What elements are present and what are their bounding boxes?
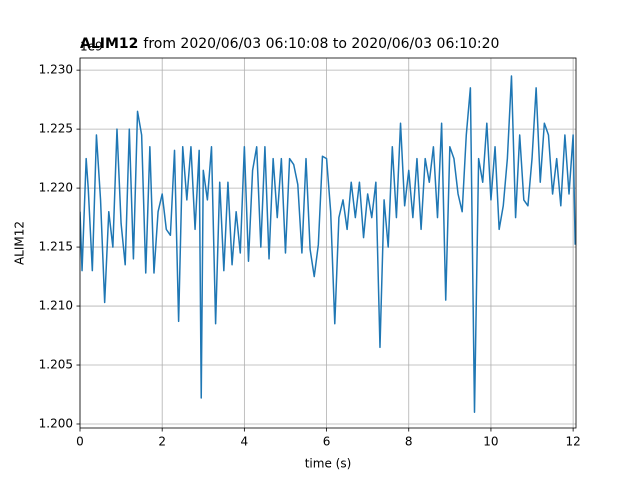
y-tick-label: 1.225 [39,122,73,136]
y-tick-label: 1.205 [39,358,73,372]
x-tick-label: 8 [405,435,413,449]
y-tick-label: 1.230 [39,63,73,77]
x-tick-label: 2 [158,435,166,449]
x-axis-label: time (s) [305,457,352,471]
x-tick-label: 0 [76,435,84,449]
y-tick-label: 1.200 [39,416,73,430]
y-tick-label: 1.220 [39,181,73,195]
plot-frame [79,57,577,429]
y-axis-label: ALIM12 [13,221,27,265]
chart-title: ALIM12 from 2020/06/03 06:10:08 to 2020/0… [80,36,499,52]
data-line [80,75,576,413]
y-tick-label: 1.215 [39,240,73,254]
y-tick-label: 1.210 [39,299,73,313]
x-tick-label: 10 [483,435,498,449]
title-name: ALIM12 [80,36,138,52]
x-tick-label: 6 [323,435,331,449]
x-tick-label: 12 [565,435,580,449]
y-offset-label: 1e9 [80,40,103,54]
title-rest: from 2020/06/03 06:10:08 to 2020/06/03 0… [143,36,499,52]
x-tick-label: 4 [241,435,249,449]
